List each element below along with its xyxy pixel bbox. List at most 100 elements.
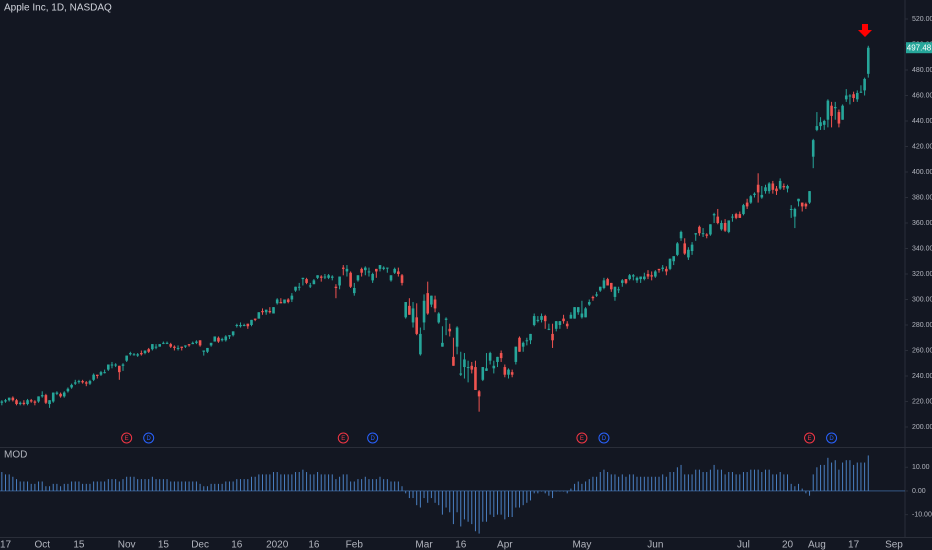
histogram-bar (173, 481, 175, 491)
histogram-bar (284, 474, 286, 491)
x-tick-label: 16 (455, 540, 467, 550)
candle-body (389, 275, 393, 281)
histogram-bar (452, 490, 454, 525)
candle-body (587, 302, 591, 305)
histogram-bar (463, 490, 465, 520)
candle-body (84, 382, 88, 384)
y-tick-label: 440.00 (912, 118, 932, 125)
histogram-bar (170, 481, 172, 491)
x-tick-label: Nov (118, 540, 136, 550)
histogram-bar (460, 490, 462, 527)
histogram-bar (206, 486, 208, 491)
y-tick-label: 260.00 (912, 347, 932, 354)
candle-body (283, 299, 286, 304)
x-tick-label: Oct (34, 540, 50, 550)
histogram-bar (471, 490, 473, 525)
candle-body (154, 346, 158, 348)
histogram-bar (306, 472, 308, 491)
histogram-bar (537, 490, 539, 494)
event-marker (598, 432, 610, 444)
histogram-bar (23, 481, 25, 491)
histogram-bar (456, 490, 458, 513)
event-marker (576, 432, 588, 444)
histogram-bar (144, 479, 146, 491)
histogram-bar (317, 472, 319, 491)
histogram-bar (629, 474, 631, 491)
candle-body (323, 276, 327, 278)
candle-body (598, 286, 602, 291)
candle-body (367, 271, 371, 273)
candle-body (195, 341, 198, 343)
histogram-bar (383, 479, 385, 491)
histogram-bar (783, 474, 785, 491)
candle-body (455, 327, 459, 347)
y-tick-label: 10.00 (912, 464, 930, 471)
histogram-bar (254, 476, 256, 491)
candle-body (305, 279, 308, 283)
histogram-bar (427, 490, 429, 503)
last-price-box (906, 42, 932, 54)
histogram-bar (566, 490, 568, 494)
candle-body (492, 365, 496, 369)
candle-body (822, 120, 826, 125)
candle-body (448, 328, 452, 332)
x-tick-label: May (572, 540, 591, 550)
histogram-bar (27, 481, 29, 491)
histogram-bar (507, 490, 509, 518)
candle-body (169, 344, 173, 347)
histogram-bar (610, 474, 612, 491)
candle-body (7, 397, 11, 401)
histogram-bar (742, 472, 744, 491)
histogram-bar (412, 490, 414, 499)
candle-body (430, 295, 433, 305)
candle-body (151, 344, 154, 350)
candle-body (797, 198, 800, 202)
candle-body (727, 220, 731, 232)
candle-body (371, 273, 374, 281)
candle-body (341, 267, 345, 269)
event-label: D (602, 436, 607, 442)
histogram-bar (287, 474, 289, 491)
arrow-marker (858, 24, 872, 37)
histogram-bar (467, 490, 469, 522)
histogram-bar (801, 488, 803, 491)
candle-body (433, 299, 437, 309)
candle-body (463, 359, 466, 368)
histogram-bar (309, 474, 311, 491)
candle-body (466, 367, 470, 369)
y-tick-label: 340.00 (912, 245, 932, 252)
candle-body (844, 95, 848, 100)
x-tick-label: Aug (808, 540, 826, 550)
candle-body (59, 393, 62, 397)
candle-body (158, 344, 162, 347)
histogram-bar (401, 486, 403, 491)
candle-body (826, 100, 830, 120)
candle-body (235, 324, 239, 326)
candle-body (775, 188, 778, 192)
y-tick-label: 480.00 (912, 67, 932, 74)
candle-body (264, 309, 268, 313)
candle-body (290, 295, 294, 300)
candle-body (646, 273, 650, 277)
histogram-bar (856, 462, 858, 491)
candle-body (558, 321, 562, 325)
event-label: E (125, 436, 129, 442)
y-tick-label: 460.00 (912, 92, 932, 99)
histogram-bar (603, 469, 605, 491)
histogram-bar (258, 474, 260, 491)
histogram-bar (221, 483, 223, 491)
histogram-bar (111, 479, 113, 491)
histogram-bar (129, 476, 131, 491)
candle-body (855, 92, 859, 100)
histogram-bar (731, 472, 733, 491)
histogram-bar (346, 474, 348, 491)
histogram-bar (217, 483, 219, 491)
histogram-bar (210, 483, 212, 491)
candle-body (459, 373, 463, 375)
y-tick-label: 200.00 (912, 424, 932, 431)
candle-body (793, 208, 797, 217)
candle-body (554, 321, 558, 329)
candle-body (510, 372, 514, 375)
histogram-bar (419, 490, 421, 508)
event-marker (143, 432, 155, 444)
